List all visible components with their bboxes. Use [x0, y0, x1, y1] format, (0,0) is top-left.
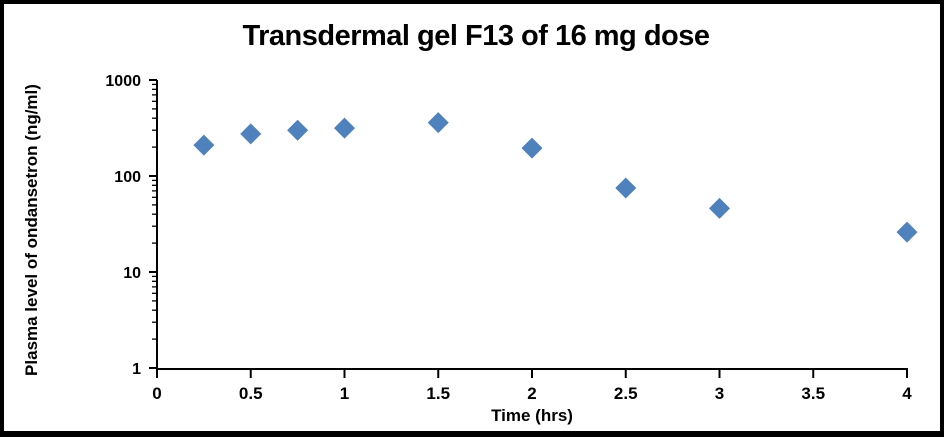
- x-axis-title: Time (hrs): [491, 406, 573, 425]
- x-tick-label: 3: [715, 384, 724, 403]
- x-tick-label: 1: [340, 384, 349, 403]
- x-tick-label: 2: [527, 384, 536, 403]
- y-tick-label: 100: [114, 169, 141, 186]
- x-tick-label: 0: [152, 384, 161, 403]
- x-tick-label: 3.5: [801, 384, 825, 403]
- y-tick-label: 1: [132, 361, 141, 378]
- data-point-marker: [521, 137, 543, 159]
- x-tick-label: 1.5: [426, 384, 450, 403]
- data-point-marker: [287, 119, 309, 141]
- chart-title: Transdermal gel F13 of 16 mg dose: [242, 20, 711, 52]
- data-point-marker: [193, 134, 215, 156]
- data-point-marker: [709, 197, 730, 219]
- y-tick-label: 1000: [105, 73, 141, 90]
- data-point-marker: [896, 221, 918, 243]
- x-tick-label: 0.5: [239, 384, 263, 403]
- x-tick-label: 4: [902, 384, 912, 403]
- x-tick-label: 2.5: [614, 384, 638, 403]
- y-tick-label: 10: [123, 265, 141, 282]
- data-point-marker: [240, 123, 262, 145]
- data-point-marker: [427, 112, 449, 134]
- data-point-marker: [334, 117, 355, 139]
- plot-area: 1 10 100 1000 0 0.5 1 1.5 2 2.5 3 3.5 4 Time (hrs): [105, 73, 918, 425]
- data-point-marker: [615, 177, 637, 199]
